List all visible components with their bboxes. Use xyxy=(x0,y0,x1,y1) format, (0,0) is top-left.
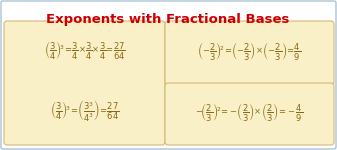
Text: $\left(-\dfrac{2}{3}\right)^{\!2}\!=\!\left(-\dfrac{2}{3}\right)\!\times\!\left(: $\left(-\dfrac{2}{3}\right)^{\!2}\!=\!\l… xyxy=(197,41,301,63)
FancyBboxPatch shape xyxy=(165,21,334,85)
Text: Exponents with Fractional Bases: Exponents with Fractional Bases xyxy=(46,13,290,26)
Text: $\left(\dfrac{3}{4}\right)^{\!3}\!=\!\left(\dfrac{3^3}{4^3}\right)\!=\!\dfrac{27: $\left(\dfrac{3}{4}\right)^{\!3}\!=\!\le… xyxy=(50,99,120,124)
Text: $-\!\left(\dfrac{2}{3}\right)^{\!2}\!=\!-\!\left(\dfrac{2}{3}\right)\!\times\!\l: $-\!\left(\dfrac{2}{3}\right)^{\!2}\!=\!… xyxy=(195,102,303,124)
FancyBboxPatch shape xyxy=(165,83,334,145)
Text: $\left(\dfrac{3}{4}\right)^{\!3}\!=\!\dfrac{3}{4}\!\times\!\dfrac{3}{4}\!\times\: $\left(\dfrac{3}{4}\right)^{\!3}\!=\!\df… xyxy=(44,40,126,62)
FancyBboxPatch shape xyxy=(4,21,165,145)
